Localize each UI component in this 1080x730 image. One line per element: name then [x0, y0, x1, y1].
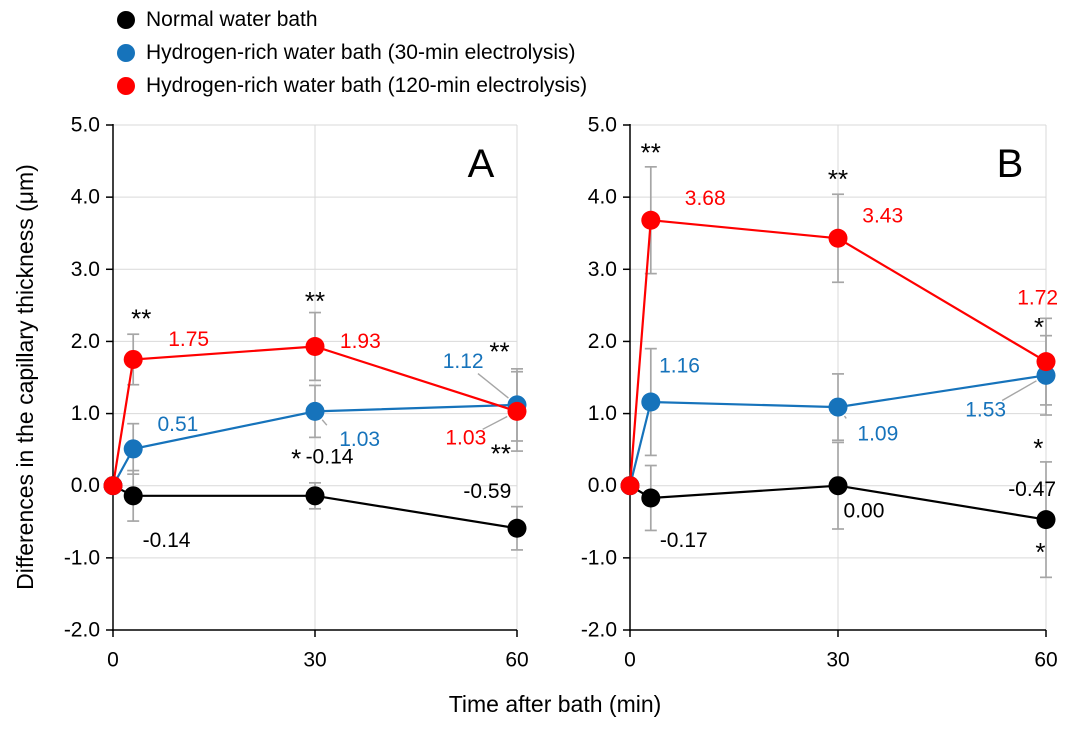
data-point	[305, 486, 325, 506]
annotation-leader	[843, 415, 847, 419]
data-point	[507, 401, 527, 421]
annotation-label: -0.14	[306, 445, 354, 468]
legend: Normal water bath Hydrogen-rich water ba…	[117, 3, 587, 102]
annotation-label: -0.17	[660, 529, 708, 552]
y-tick-label: 2.0	[71, 330, 100, 353]
y-tick-label: 1.0	[71, 402, 100, 425]
annotation-label: *	[291, 443, 301, 473]
y-tick-label: 0.0	[588, 474, 617, 497]
panel-letter: A	[468, 142, 495, 186]
y-tick-label: 2.0	[588, 330, 617, 353]
y-tick-label: -1.0	[64, 546, 100, 569]
annotation-label: 1.03	[339, 428, 380, 451]
x-tick-label: 60	[505, 649, 528, 672]
annotation-label: *	[1035, 537, 1045, 567]
legend-label-hydrogen-120: Hydrogen-rich water bath (120-min electr…	[146, 73, 588, 97]
series-line	[111, 345, 518, 486]
annotation-label: 1.12	[443, 350, 484, 373]
annotation-leader	[321, 419, 328, 426]
data-point	[305, 401, 325, 421]
data-point	[1036, 510, 1056, 530]
data-point	[828, 397, 848, 417]
annotation-label: 0.51	[157, 413, 198, 436]
data-point	[641, 210, 661, 230]
legend-marker-black-icon	[117, 10, 135, 29]
y-tick-label: -2.0	[64, 619, 100, 642]
annotation-label: -0.59	[463, 480, 511, 503]
legend-label-hydrogen-30: Hydrogen-rich water bath (30-min electro…	[146, 40, 576, 64]
annotation-label: 0.00	[844, 499, 885, 522]
annotation-label: 1.75	[168, 328, 209, 351]
y-tick-label: 3.0	[588, 258, 617, 281]
annotation-label: **	[641, 137, 661, 167]
legend-item-hydrogen-30: Hydrogen-rich water bath (30-min electro…	[117, 36, 587, 69]
panel-b-chart: -2.0-1.00.01.02.03.04.05.00 30 60**3.681.1…	[581, 114, 1058, 672]
annotation-label: 1.93	[340, 330, 381, 353]
legend-label-normal-water: Normal water bath	[146, 7, 318, 31]
data-point	[1036, 365, 1056, 385]
y-tick-label: 1.0	[588, 402, 617, 425]
series-line	[628, 374, 1047, 486]
data-point	[123, 439, 143, 459]
y-tick-label: 5.0	[71, 114, 100, 137]
series-line	[112, 484, 518, 530]
annotation-label: -0.14	[143, 529, 191, 552]
data-point	[828, 228, 848, 248]
y-tick-label: -2.0	[581, 619, 617, 642]
data-point	[828, 476, 848, 496]
annotation-label: 1.09	[857, 422, 898, 445]
y-tick-label: 3.0	[71, 258, 100, 281]
y-tick-label: 0.0	[71, 474, 100, 497]
data-point	[103, 476, 123, 496]
annotation-label: 1.16	[659, 354, 700, 377]
data-point	[123, 349, 143, 369]
data-point	[641, 392, 661, 412]
data-point	[1036, 352, 1056, 372]
annotation-leader	[477, 372, 509, 399]
annotation-label: **	[305, 286, 325, 316]
annotation-label: **	[828, 164, 848, 194]
annotation-label: **	[491, 438, 511, 468]
x-tick-label: 30	[303, 649, 326, 672]
panel-letter: B	[997, 142, 1024, 186]
annotation-label: 3.43	[862, 204, 903, 227]
data-point	[641, 488, 661, 508]
y-tick-label: 4.0	[588, 186, 617, 209]
x-tick-label: 60	[1034, 649, 1057, 672]
data-point	[507, 518, 527, 538]
x-tick-label: 0	[107, 649, 119, 672]
y-tick-label: 5.0	[588, 114, 617, 137]
y-tick-label: 4.0	[71, 186, 100, 209]
annotation-label: *	[1033, 433, 1043, 463]
legend-item-normal-water: Normal water bath	[117, 3, 587, 36]
series-line	[112, 403, 518, 487]
legend-item-hydrogen-120: Hydrogen-rich water bath (120-min electr…	[117, 69, 587, 102]
panel-a-chart: -2.0 -1.0 0.0 1.0 2.0 3.0 4.0 5.0 0 30 60 ** 1.75 0.5…	[64, 114, 529, 672]
annotation-label: -0.47	[1008, 478, 1056, 501]
annotation-leader	[482, 415, 508, 430]
annotation-label: 1.53	[965, 398, 1006, 421]
x-tick-label: 30	[826, 649, 849, 672]
y-tick-label: -1.0	[581, 546, 617, 569]
annotation-label: 1.72	[1017, 287, 1058, 310]
annotation-leader	[1001, 380, 1037, 402]
annotation-label: **	[131, 303, 151, 333]
data-point	[620, 476, 640, 496]
annotation-label: **	[489, 337, 509, 367]
series-line	[628, 218, 1047, 486]
annotation-label: *	[1034, 312, 1044, 342]
x-tick-label: 0	[624, 649, 636, 672]
legend-marker-blue-icon	[117, 43, 135, 62]
annotation-label: 3.68	[685, 187, 726, 210]
data-point	[123, 486, 143, 506]
series-line	[629, 484, 1047, 521]
x-axis-title: Time after bath (min)	[448, 691, 662, 717]
annotation-label: 1.03	[445, 427, 486, 450]
legend-marker-red-icon	[117, 76, 135, 95]
data-point	[305, 336, 325, 356]
